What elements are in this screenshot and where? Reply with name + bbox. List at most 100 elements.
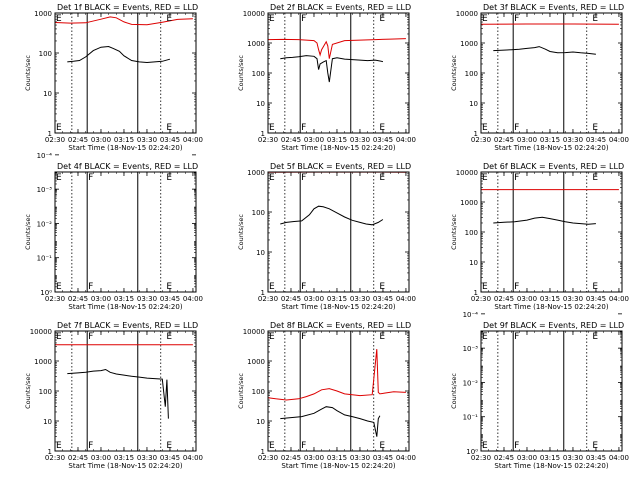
y-tick-label: 10000 [30, 328, 52, 336]
x-tick-label: 03:15 [540, 295, 560, 303]
detector-panel-6: Det 6f BLACK = Events, RED = LLD 1 10 100 10… [450, 162, 629, 311]
y-tick-label: 1 [474, 130, 478, 138]
plot-frame [480, 330, 623, 452]
marker-letter-bottom: E [592, 123, 598, 133]
x-axis-label: Start Time (18-Nov-15 02:24:20) [68, 303, 182, 311]
panel-title: Det 2f BLACK = Events, RED = LLD [270, 3, 411, 12]
marker-letter-bottom: E [482, 123, 488, 133]
events-series-line [280, 55, 383, 83]
x-axis-label: Start Time (18-Nov-15 02:24:20) [281, 144, 395, 152]
marker-letter-bottom: E [269, 441, 275, 451]
x-tick-label: 03:30 [563, 454, 583, 462]
y-axis-label: Counts/sec [450, 55, 458, 91]
y-tick-label: 10⁻² [37, 220, 53, 228]
marker-letter-bottom: F [514, 441, 519, 451]
y-axis-label: Counts/sec [237, 373, 245, 409]
marker-letter-top: F [301, 173, 306, 183]
marker-letter-bottom: E [592, 441, 598, 451]
panel-title: Det 9f BLACK = Events, RED = LLD [483, 321, 624, 330]
y-tick-label: 100 [465, 229, 478, 237]
x-tick-label: 02:30 [258, 136, 278, 144]
y-tick-label: 10000 [243, 328, 265, 336]
events-series-line [67, 368, 169, 419]
marker-letter-top: E [482, 332, 488, 342]
marker-letter-bottom: F [88, 282, 93, 292]
marker-letter-top: F [514, 14, 519, 24]
marker-letter-top: E [56, 173, 62, 183]
marker-letter-bottom: E [379, 441, 385, 451]
marker-letter-bottom: E [592, 282, 598, 292]
x-tick-label: 03:15 [327, 295, 347, 303]
y-tick-label: 10 [256, 249, 265, 257]
x-tick-label: 02:45 [281, 295, 301, 303]
marker-letter-top: E [166, 332, 172, 342]
x-tick-label: 03:45 [373, 295, 393, 303]
x-tick-label: 02:30 [258, 454, 278, 462]
marker-letter-top: E [482, 173, 488, 183]
marker-letter-top: E [269, 332, 275, 342]
plot-frame [480, 12, 623, 134]
marker-letter-top: E [56, 332, 62, 342]
x-tick-label: 03:45 [586, 136, 606, 144]
marker-letter-bottom: E [482, 282, 488, 292]
plot-frame [267, 330, 410, 452]
y-tick-label: 100 [465, 70, 478, 78]
detector-panel-1: Det 1f BLACK = Events, RED = LLD 1 10 100 10… [24, 3, 203, 152]
x-tick-label: 02:45 [68, 295, 88, 303]
x-tick-label: 03:00 [304, 295, 324, 303]
events-series-line [67, 45, 171, 64]
x-tick-label: 04:00 [609, 295, 629, 303]
y-tick-label: 1 [261, 448, 265, 456]
y-axis-label: Counts/sec [24, 55, 32, 91]
marker-letter-top: E [379, 332, 385, 342]
x-tick-label: 02:30 [45, 454, 65, 462]
marker-letter-bottom: E [56, 123, 62, 133]
y-axis-label: Counts/sec [450, 214, 458, 250]
panel-title: Det 1f BLACK = Events, RED = LLD [57, 3, 198, 12]
x-tick-label: 03:45 [160, 136, 180, 144]
y-tick-label: 1000 [460, 199, 478, 207]
x-tick-label: 02:45 [68, 454, 88, 462]
marker-letter-top: E [56, 14, 62, 24]
x-tick-label: 03:00 [304, 136, 324, 144]
y-tick-label: 10 [469, 100, 478, 108]
x-tick-label: 02:30 [45, 295, 65, 303]
marker-letter-top: F [88, 332, 93, 342]
plot-frame [267, 171, 410, 293]
marker-letter-bottom: E [379, 282, 385, 292]
x-tick-label: 04:00 [183, 295, 203, 303]
x-tick-label: 04:00 [183, 136, 203, 144]
y-tick-label: 1 [261, 130, 265, 138]
x-axis-label: Start Time (18-Nov-15 02:24:20) [68, 462, 182, 470]
marker-letter-bottom: F [514, 123, 519, 133]
x-tick-label: 03:30 [137, 295, 157, 303]
y-tick-label: 1000 [247, 40, 265, 48]
marker-letter-bottom: E [379, 123, 385, 133]
x-axis-label: Start Time (18-Nov-15 02:24:20) [281, 303, 395, 311]
x-tick-label: 02:45 [494, 136, 514, 144]
marker-letter-bottom: E [482, 441, 488, 451]
y-axis-label: Counts/sec [450, 373, 458, 409]
x-tick-label: 03:15 [114, 295, 134, 303]
marker-letter-top: F [301, 14, 306, 24]
events-series-line [493, 216, 596, 225]
marker-letter-bottom: F [88, 441, 93, 451]
marker-letter-top: E [379, 173, 385, 183]
x-tick-label: 03:45 [160, 454, 180, 462]
x-tick-label: 03:30 [137, 136, 157, 144]
marker-letter-bottom: E [166, 441, 172, 451]
x-tick-label: 03:30 [350, 454, 370, 462]
y-tick-label: 1 [474, 289, 478, 297]
x-tick-label: 04:00 [396, 136, 416, 144]
panel-title: Det 5f BLACK = Events, RED = LLD [270, 162, 411, 171]
marker-letter-bottom: E [56, 441, 62, 451]
plot-frame [267, 12, 410, 134]
x-tick-label: 02:30 [258, 295, 278, 303]
y-tick-label: 1000 [247, 358, 265, 366]
plot-frame [54, 171, 197, 293]
x-tick-label: 02:45 [68, 136, 88, 144]
y-tick-label: 10⁻⁴ [463, 311, 479, 319]
marker-letter-top: E [166, 173, 172, 183]
marker-letter-bottom: F [514, 282, 519, 292]
plot-frame [480, 171, 623, 293]
